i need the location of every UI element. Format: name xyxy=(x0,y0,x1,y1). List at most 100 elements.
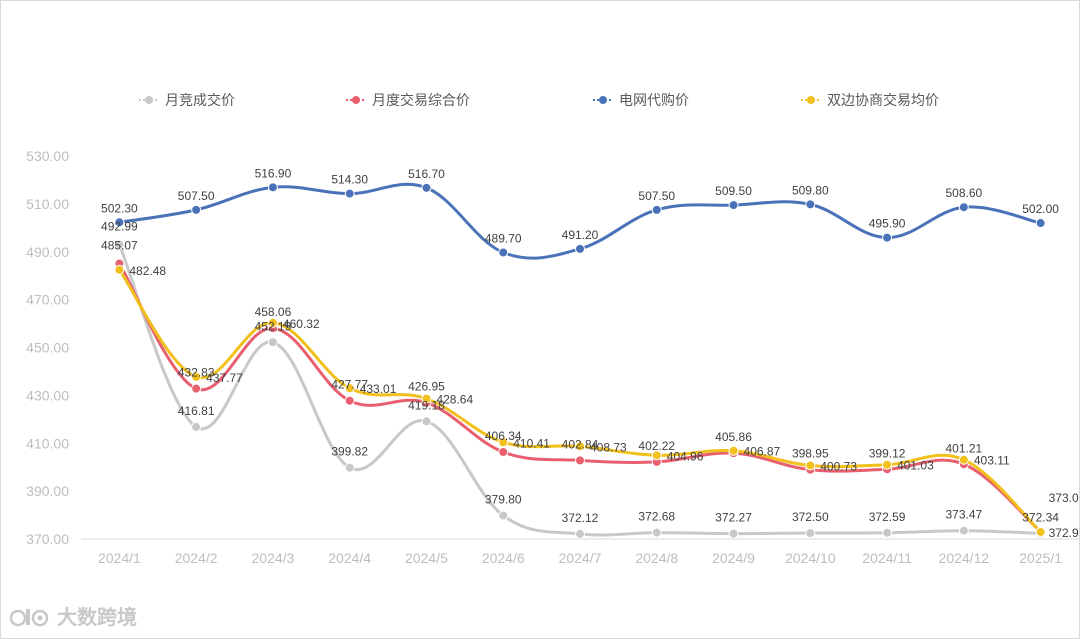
x-tick-label: 2024/9 xyxy=(712,550,755,566)
data-label: 509.80 xyxy=(792,183,829,197)
x-tick-label: 2024/12 xyxy=(939,550,990,566)
data-label: 514.30 xyxy=(331,173,368,187)
data-point xyxy=(1035,526,1046,537)
watermark: 大数跨境 xyxy=(9,601,137,630)
data-label: 400.73 xyxy=(820,459,857,473)
data-point xyxy=(575,441,585,452)
data-point xyxy=(805,460,816,471)
data-label: 398.95 xyxy=(792,447,829,461)
data-point xyxy=(651,204,662,215)
data-point xyxy=(267,337,278,348)
data-point xyxy=(114,217,125,228)
data-label: 401.21 xyxy=(945,441,982,455)
data-label: 401.03 xyxy=(897,459,934,473)
data-label: 403.11 xyxy=(974,454,1010,468)
legend-label: 月度交易综合价 xyxy=(372,92,470,108)
data-label: 372.12 xyxy=(562,511,599,525)
y-tick-label: 490.00 xyxy=(26,244,69,260)
data-label: 405.86 xyxy=(715,430,752,444)
y-tick-label: 510.00 xyxy=(26,196,69,212)
data-label: 372.27 xyxy=(715,511,752,525)
data-label: 516.70 xyxy=(408,167,445,181)
x-tick-label: 2024/6 xyxy=(482,550,525,566)
data-label: 433.01 xyxy=(360,382,397,396)
data-point xyxy=(498,437,509,448)
legend-label: 双边协商交易均价 xyxy=(827,92,939,108)
y-tick-label: 410.00 xyxy=(26,435,69,451)
data-label: 406.87 xyxy=(744,445,781,459)
x-tick-label: 2024/4 xyxy=(328,550,371,566)
data-label: 379.80 xyxy=(485,493,522,507)
data-point xyxy=(651,450,662,461)
y-tick-label: 450.00 xyxy=(26,340,69,356)
x-tick-label: 2025/1 xyxy=(1019,550,1062,566)
data-label: 402.22 xyxy=(638,439,675,453)
data-point xyxy=(1035,218,1046,229)
data-label: 502.00 xyxy=(1022,202,1059,216)
legend-item: 电网代购价 xyxy=(593,92,689,108)
data-point xyxy=(575,455,585,466)
data-point xyxy=(344,383,355,394)
x-tick-label: 2024/1 xyxy=(98,550,141,566)
legend-label: 月竞成交价 xyxy=(165,92,235,108)
data-point xyxy=(267,317,278,328)
data-label: 372.59 xyxy=(869,510,906,524)
data-label: 482.48 xyxy=(129,264,166,278)
data-label: 399.82 xyxy=(331,445,368,459)
data-point xyxy=(498,447,509,458)
data-label: 373.47 xyxy=(945,508,982,522)
data-point xyxy=(191,421,202,432)
data-label: 419.18 xyxy=(408,398,445,412)
data-label: 507.50 xyxy=(178,189,215,203)
y-tick-label: 430.00 xyxy=(26,387,69,403)
data-label: 507.50 xyxy=(638,189,675,203)
x-tick-label: 2024/5 xyxy=(405,550,448,566)
watermark-logo-icon xyxy=(9,608,49,626)
data-label: 406.34 xyxy=(485,429,522,443)
data-label: 408.73 xyxy=(590,440,627,454)
data-point xyxy=(958,454,969,465)
data-point xyxy=(498,247,509,258)
x-tick-label: 2024/8 xyxy=(635,550,678,566)
data-label: 491.20 xyxy=(562,228,599,242)
data-point xyxy=(498,510,509,521)
data-label: 508.60 xyxy=(945,186,982,200)
data-label: 489.70 xyxy=(485,231,522,245)
legend-marker xyxy=(145,96,153,104)
x-tick-label: 2024/10 xyxy=(785,550,836,566)
data-label: 372.68 xyxy=(638,510,675,524)
x-tick-label: 2024/2 xyxy=(175,550,218,566)
data-point xyxy=(882,527,893,538)
data-label: 458.06 xyxy=(255,305,292,319)
data-label: 426.95 xyxy=(408,380,445,394)
data-label: 485.07 xyxy=(101,239,138,253)
data-point xyxy=(421,416,432,427)
data-point xyxy=(191,204,202,215)
data-label: 428.64 xyxy=(436,393,473,407)
x-tick-label: 2024/7 xyxy=(559,550,602,566)
data-label: 437.77 xyxy=(206,371,243,385)
data-point xyxy=(575,528,585,539)
data-label: 402.84 xyxy=(562,437,599,451)
legend-item: 月竞成交价 xyxy=(139,92,235,108)
x-tick-label: 2024/11 xyxy=(862,550,912,566)
data-point xyxy=(958,202,969,213)
legend-item: 月度交易综合价 xyxy=(346,92,470,108)
data-point xyxy=(958,525,969,536)
y-tick-label: 370.00 xyxy=(26,531,69,547)
data-label: 416.81 xyxy=(178,404,215,418)
data-label: 432.83 xyxy=(178,366,215,380)
data-label: 460.32 xyxy=(283,317,320,331)
data-label: 452.19 xyxy=(255,319,292,333)
data-label: 399.12 xyxy=(869,446,906,460)
data-label: 427.77 xyxy=(331,378,368,392)
data-label: 372.34 xyxy=(1022,510,1059,524)
x-tick-label: 2024/3 xyxy=(252,550,295,566)
data-point xyxy=(421,393,432,404)
legend-marker xyxy=(807,96,815,104)
data-label: 495.90 xyxy=(869,217,906,231)
data-label: 410.41 xyxy=(513,436,550,450)
data-point xyxy=(805,199,816,210)
